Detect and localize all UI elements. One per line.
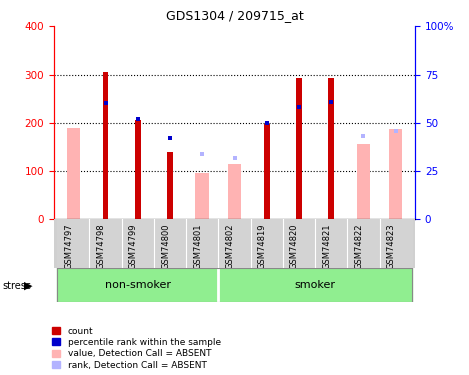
Bar bbox=[315, 219, 348, 268]
Bar bbox=[296, 78, 302, 219]
Text: GSM74819: GSM74819 bbox=[258, 223, 267, 269]
Bar bbox=[283, 219, 315, 268]
Bar bbox=[167, 152, 173, 219]
Bar bbox=[389, 129, 402, 219]
Point bbox=[231, 154, 238, 160]
Point bbox=[102, 100, 109, 106]
Point bbox=[392, 128, 400, 134]
Text: GSM74820: GSM74820 bbox=[290, 223, 299, 269]
Point bbox=[263, 120, 271, 126]
Bar bbox=[264, 124, 270, 219]
Text: GDS1304 / 209715_at: GDS1304 / 209715_at bbox=[166, 9, 303, 22]
Text: ▶: ▶ bbox=[24, 281, 33, 291]
Bar bbox=[250, 219, 283, 268]
Bar bbox=[196, 172, 209, 219]
Bar bbox=[357, 144, 370, 219]
Legend: count, percentile rank within the sample, value, Detection Call = ABSENT, rank, : count, percentile rank within the sample… bbox=[52, 326, 222, 370]
Bar bbox=[57, 219, 90, 268]
Bar bbox=[219, 268, 412, 302]
Bar bbox=[186, 219, 219, 268]
Text: GSM74798: GSM74798 bbox=[97, 223, 106, 269]
Bar bbox=[328, 78, 334, 219]
Bar bbox=[90, 219, 121, 268]
Text: GSM74823: GSM74823 bbox=[387, 223, 396, 269]
Text: GSM74800: GSM74800 bbox=[161, 223, 170, 269]
Bar bbox=[379, 219, 412, 268]
Bar bbox=[348, 219, 379, 268]
Text: GSM74799: GSM74799 bbox=[129, 223, 138, 269]
Bar bbox=[57, 268, 219, 302]
Bar bbox=[103, 72, 108, 219]
Text: GSM74801: GSM74801 bbox=[193, 223, 202, 269]
Point bbox=[134, 116, 142, 122]
Point bbox=[198, 151, 206, 157]
Text: non-smoker: non-smoker bbox=[105, 280, 171, 290]
Text: GSM74797: GSM74797 bbox=[64, 223, 73, 269]
Bar bbox=[135, 120, 141, 219]
Text: GSM74822: GSM74822 bbox=[355, 223, 363, 269]
Text: GSM74802: GSM74802 bbox=[226, 223, 234, 269]
Point bbox=[360, 134, 367, 140]
Bar bbox=[154, 219, 186, 268]
Bar bbox=[67, 128, 80, 219]
Text: smoker: smoker bbox=[295, 280, 336, 290]
Point bbox=[327, 99, 335, 105]
Text: stress: stress bbox=[2, 281, 31, 291]
Bar bbox=[228, 164, 241, 219]
Bar bbox=[219, 219, 250, 268]
Bar bbox=[121, 219, 154, 268]
Point bbox=[166, 135, 174, 141]
Text: GSM74821: GSM74821 bbox=[322, 223, 331, 269]
Point bbox=[295, 104, 303, 110]
